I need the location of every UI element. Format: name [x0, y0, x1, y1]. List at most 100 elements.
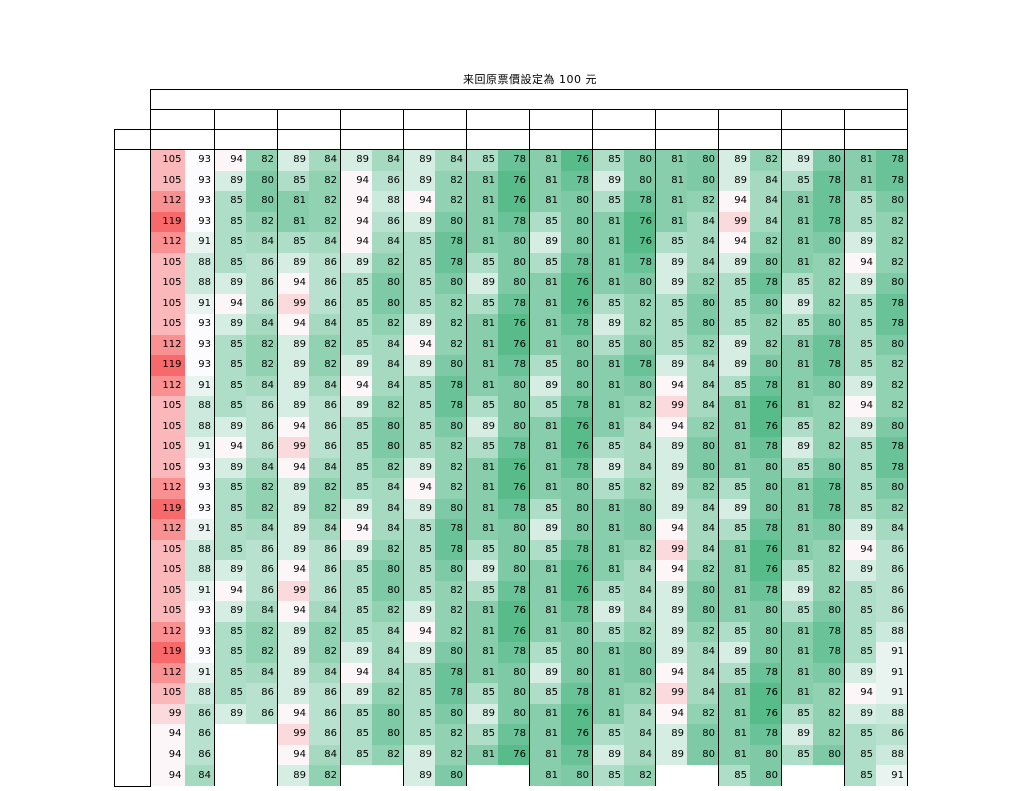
- double-fare-cell: 76: [498, 478, 530, 499]
- double-fare-cell: 80: [750, 457, 782, 478]
- single-fare-cell: 81: [844, 149, 876, 171]
- single-fare-cell: 81: [466, 498, 498, 519]
- empty-cell: [214, 765, 246, 786]
- double-fare-cell: 86: [246, 539, 278, 560]
- double-fare-cell: 80: [498, 232, 530, 253]
- single-fare-cell: 89: [403, 498, 435, 519]
- double-fare-cell: 80: [435, 560, 467, 581]
- single-fare-cell: 81: [718, 703, 750, 724]
- double-fare-cell: 80: [687, 314, 719, 335]
- double-fare-cell: 80: [624, 642, 656, 663]
- double-fare-cell: 84: [309, 601, 341, 622]
- single-fare-cell: 94: [214, 437, 246, 458]
- double-fare-cell: 78: [435, 539, 467, 560]
- double-fare-cell: 82: [246, 498, 278, 519]
- single-fare-cell: 94: [655, 703, 687, 724]
- single-fare-cell: 94: [340, 232, 372, 253]
- table-row: 105 91 94 86 99 86 85 80 85 82 85 78 81 76 85 84 89 80 81 7…: [114, 437, 908, 458]
- single-fare-cell: 85: [718, 765, 750, 786]
- single-fare-cell: 81: [718, 744, 750, 765]
- single-fare-cell: 89: [277, 478, 309, 499]
- single-fare-cell: 94: [340, 191, 372, 212]
- double-fare-cell: 80: [687, 457, 719, 478]
- single-fare-cell: 89: [655, 580, 687, 601]
- double-fare-cell: 80: [498, 683, 530, 704]
- single-fare-cell: 81: [781, 642, 813, 663]
- double-fare-cell: 80: [876, 273, 908, 294]
- double-fare-cell: 80: [435, 498, 467, 519]
- single-fare-cell: 85: [655, 232, 687, 253]
- single-fare-cell: 105: [150, 252, 185, 273]
- double-fare-cell: 82: [246, 334, 278, 355]
- double-fare-cell: 80: [372, 703, 404, 724]
- single-fare-cell: 89: [277, 375, 309, 396]
- double-fare-cell: 93: [184, 170, 215, 191]
- single-fare-cell: 89: [403, 149, 435, 171]
- double-fare-cell: 80: [561, 498, 593, 519]
- single-fare-cell: 94: [655, 560, 687, 581]
- single-fare-cell: 81: [592, 662, 624, 683]
- single-fare-cell: 89: [655, 437, 687, 458]
- double-fare-cell: 80: [561, 478, 593, 499]
- single-fare-cell: 94: [150, 724, 185, 745]
- single-fare-cell: 85: [844, 744, 876, 765]
- single-fare-cell: 89: [466, 416, 498, 437]
- double-fare-cell: 78: [813, 621, 845, 642]
- double-fare-cell: 84: [750, 211, 782, 232]
- day-number: [114, 416, 151, 437]
- single-fare-cell: 89: [214, 416, 246, 437]
- single-fare-cell: 81: [592, 539, 624, 560]
- single-fare-cell: 81: [466, 375, 498, 396]
- double-fare-cell: 82: [750, 232, 782, 253]
- double-fare-cell: 78: [498, 437, 530, 458]
- single-fare-cell: 81: [592, 683, 624, 704]
- double-fare-cell: 80: [246, 191, 278, 212]
- single-fare-cell: 94: [655, 416, 687, 437]
- single-fare-cell: 85: [340, 580, 372, 601]
- double-fare-cell: 82: [624, 539, 656, 560]
- double-fare-cell: 82: [624, 314, 656, 335]
- table-row: 112 93 85 82 89 82 85 84 94 82 81 76 81 80 85 82 89 82 85 8…: [114, 478, 908, 499]
- table-row: 119 93 85 82 89 82 89 84 89 80 81 78 85 80 81 80 89 84 89 8…: [114, 498, 908, 519]
- single-fare-cell: 85: [403, 662, 435, 683]
- double-fare-cell: 82: [309, 191, 341, 212]
- single-fare-cell: 85: [403, 375, 435, 396]
- single-fare-cell: 94: [277, 560, 309, 581]
- single-fare-cell: 85: [466, 293, 498, 314]
- single-fare-cell: 85: [214, 211, 246, 232]
- month-header: [403, 109, 467, 130]
- single-fare-cell: 89: [403, 765, 435, 786]
- double-fare-cell: 76: [561, 724, 593, 745]
- double-fare-cell: 80: [813, 662, 845, 683]
- double-fare-cell: 78: [876, 170, 908, 191]
- double-fare-cell: 80: [561, 211, 593, 232]
- single-fare-cell: 94: [844, 539, 876, 560]
- double-fare-cell: 84: [624, 457, 656, 478]
- single-fare-cell: 85: [403, 396, 435, 417]
- double-fare-cell: 80: [624, 375, 656, 396]
- double-fare-cell: 84: [435, 149, 467, 171]
- double-fare-cell: 82: [246, 355, 278, 376]
- double-fare-cell: 78: [750, 375, 782, 396]
- single-fare-cell: 112: [150, 232, 185, 253]
- double-fare-cell: 80: [813, 457, 845, 478]
- single-fare-cell: 81: [781, 539, 813, 560]
- double-fare-cell: 76: [561, 416, 593, 437]
- table-row: 94 86 94 84 85 82 89 82 81 76 81 78 89 84 89 80 81 80 85 80…: [114, 744, 908, 765]
- double-fare-cell: 78: [813, 211, 845, 232]
- single-fare-cell: 85: [529, 642, 561, 663]
- double-fare-cell: 82: [813, 683, 845, 704]
- single-fare-cell: 112: [150, 519, 185, 540]
- single-fare-cell: 81: [781, 498, 813, 519]
- double-fare-cell: 82: [372, 601, 404, 622]
- single-fare-cell: 85: [592, 765, 624, 786]
- single-fare-cell: 85: [844, 478, 876, 499]
- single-fare-cell: 105: [150, 539, 185, 560]
- single-fare-cell: 85: [403, 293, 435, 314]
- double-fare-cell: 78: [876, 149, 908, 171]
- single-fare-cell: 81: [466, 355, 498, 376]
- single-fare-cell: 81: [592, 519, 624, 540]
- single-fare-cell: 89: [655, 621, 687, 642]
- single-ticket-header: [150, 129, 185, 150]
- single-fare-cell: 89: [214, 273, 246, 294]
